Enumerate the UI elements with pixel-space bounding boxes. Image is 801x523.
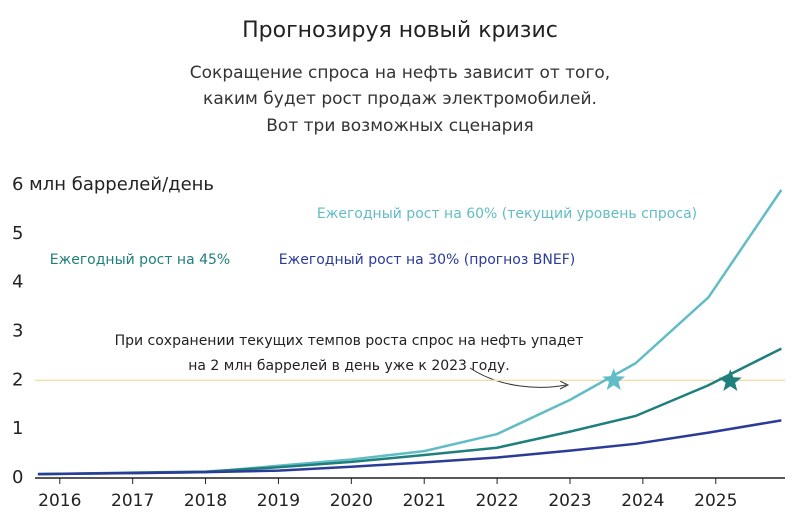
y-tick-label: 5 [12,223,23,244]
x-tick-label: 2016 [38,491,81,511]
y-tick-label: 6 млн баррелей/день [12,174,214,195]
y-tick-label: 2 [12,369,23,390]
x-tick-label: 2019 [257,491,300,511]
y-tick-label: 4 [12,272,23,293]
star-marker [718,369,742,391]
series-label: Ежегодный рост на 30% (прогноз BNEF) [279,252,575,268]
annotation: При сохранении текущих темпов роста спро… [115,333,584,349]
y-tick-label: 3 [12,321,23,342]
subtitle: Вот три возможных сценария [266,116,534,136]
y-tick-label: 1 [12,418,23,439]
x-tick-label: 2025 [694,491,737,511]
series-line [37,419,782,476]
arrow-head [559,380,570,390]
y-tick-label: 0 [12,467,23,488]
annotation: на 2 млн баррелей в день уже к 2023 году… [188,358,510,374]
series-label: Ежегодный рост на 45% [50,252,230,268]
series-line [37,189,783,476]
x-tick-label: 2017 [111,491,154,511]
star-marker [602,368,626,390]
x-tick-label: 2023 [548,491,591,511]
x-tick-label: 2018 [184,491,227,511]
annotation-arrow [469,367,567,388]
subtitle: каким будет рост продаж электромобилей. [203,89,597,109]
chart-title: Прогнозируя новый кризис [242,18,558,43]
subtitle: Сокращение спроса на нефть зависит от то… [190,63,610,83]
series-label: Ежегодный рост на 60% (текущий уровень с… [317,206,697,222]
x-tick-label: 2022 [475,491,518,511]
x-tick-label: 2020 [330,491,373,511]
x-tick-label: 2021 [403,491,446,511]
x-tick-label: 2024 [621,491,664,511]
